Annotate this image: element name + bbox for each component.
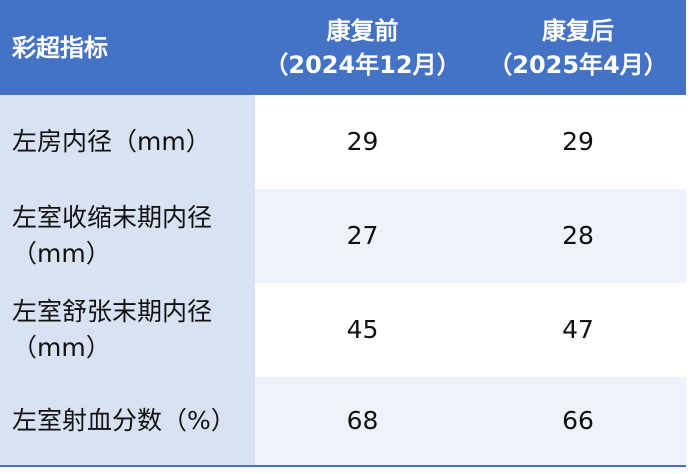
row-label: 左室收缩末期内径（mm）	[0, 189, 255, 283]
cell-value: 29	[562, 127, 594, 156]
row-label: 左室射血分数（%）	[0, 377, 255, 467]
table-row: 左室收缩末期内径（mm） 27 28	[0, 189, 686, 283]
header-cell: 康复后 （2025年4月）	[470, 0, 686, 95]
cell-value: 28	[470, 189, 686, 283]
header-text: 彩超指标	[12, 33, 108, 62]
cell-value: 66	[470, 377, 686, 467]
cell-value: 68	[255, 377, 470, 467]
header-text: 康复前	[326, 16, 399, 45]
table-row: 左室舒张末期内径（mm） 45 47	[0, 283, 686, 377]
cell-value: 27	[255, 189, 470, 283]
cell-value: 29	[346, 127, 379, 156]
table-body: 左房内径（mm） 29 29 左室收缩末期内径（mm） 27 28 左室舒张末期内径（mm）…	[0, 95, 686, 467]
cell-value: 47	[562, 315, 594, 344]
header-cell: 彩超指标	[0, 0, 255, 95]
header-cell: 康复前 （2024年12月）	[255, 0, 470, 95]
table-row: 左室射血分数（%） 68 66	[0, 377, 686, 467]
header-text: （2024年12月）	[264, 50, 461, 79]
row-label: 左室舒张末期内径（mm）	[0, 283, 255, 377]
cell-value: 45	[346, 315, 379, 344]
row-label: 左房内径（mm）	[0, 95, 255, 189]
data-table: 彩超指标 康复前 （2024年12月） 康复后 （2025年4月） 左房内径（mm） 29…	[0, 0, 686, 467]
table-row: 左房内径（mm） 29 29	[0, 95, 686, 189]
header-text: 康复后	[542, 16, 614, 45]
header-text: （2025年4月）	[488, 50, 668, 79]
header-row: 彩超指标 康复前 （2024年12月） 康复后 （2025年4月）	[0, 0, 686, 95]
